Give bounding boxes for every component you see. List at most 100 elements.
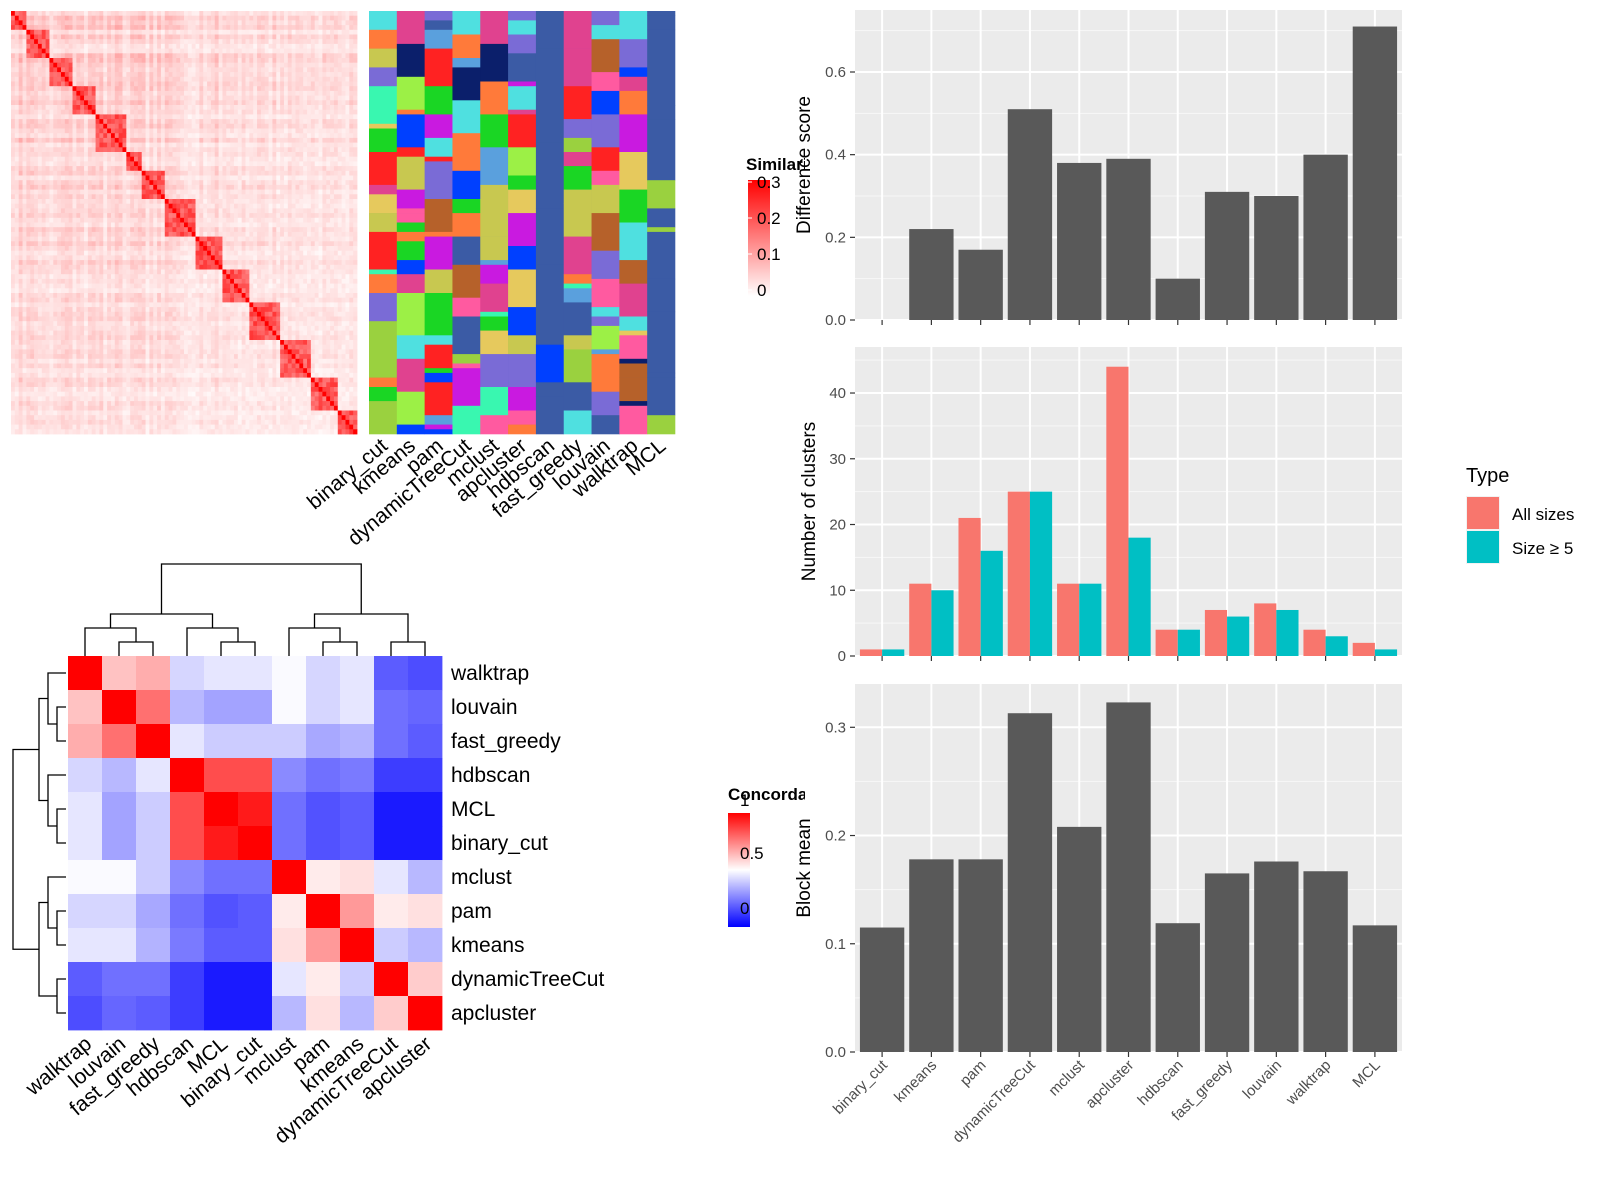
similarity-cell [310, 137, 316, 143]
similarity-cell [137, 255, 143, 261]
similarity-cell [53, 213, 58, 219]
similarity-cell [207, 199, 212, 205]
similarity-cell [14, 246, 20, 252]
similarity-cell [337, 62, 343, 68]
similarity-cell [11, 43, 16, 49]
similarity-cell [103, 180, 108, 186]
similarity-cell [195, 166, 200, 172]
similarity-cell [337, 11, 343, 17]
similarity-cell [326, 48, 331, 54]
similarity-cell [76, 67, 81, 73]
similarity-cell [222, 43, 227, 49]
similarity-cell [176, 166, 181, 172]
similarity-cell [260, 67, 266, 73]
similarity-cell [249, 241, 254, 247]
similarity-cell [49, 128, 54, 134]
similarity-cell [87, 142, 93, 148]
similarity-cell [326, 105, 331, 111]
similarity-cell [64, 213, 70, 219]
similarity-cell [26, 34, 31, 40]
similarity-cell [353, 236, 358, 242]
similarity-cell [230, 128, 235, 134]
similarity-cell [160, 255, 166, 261]
similarity-cell [199, 76, 204, 82]
similarity-cell [230, 246, 235, 252]
similarity-cell [245, 119, 250, 125]
similarity-cell [210, 189, 216, 195]
similarity-cell [149, 217, 154, 223]
similarity-cell [64, 170, 70, 176]
similarity-cell [180, 128, 185, 134]
similarity-cell [214, 20, 219, 26]
similarity-cell [118, 194, 123, 200]
similarity-cell [299, 43, 304, 49]
similarity-cell [95, 62, 100, 68]
similarity-cell [272, 152, 277, 158]
similarity-cell [114, 95, 120, 101]
similarity-cell [283, 213, 289, 219]
similarity-cell [268, 100, 273, 106]
similarity-cell [230, 34, 235, 40]
similarity-cell [233, 142, 239, 148]
similarity-cell [207, 250, 212, 256]
similarity-cell [87, 199, 93, 205]
similarity-cell [184, 133, 189, 139]
similarity-cell [268, 184, 273, 190]
similarity-cell [326, 175, 331, 181]
similarity-cell [226, 213, 231, 219]
similarity-cell [45, 189, 50, 195]
similarity-cell [118, 11, 123, 17]
similarity-cell [299, 62, 304, 68]
similarity-cell [30, 53, 35, 59]
similarity-cell [291, 222, 296, 228]
similarity-cell [118, 236, 123, 242]
similarity-cell [241, 184, 246, 190]
similarity-cell [210, 199, 216, 205]
similarity-cell [145, 142, 150, 148]
similarity-cell [283, 53, 289, 59]
similarity-cell [87, 114, 93, 120]
similarity-cell [203, 100, 208, 106]
similarity-cell [214, 76, 219, 82]
similarity-cell [164, 246, 170, 252]
similarity-cell [103, 199, 108, 205]
similarity-cell [333, 20, 339, 26]
similarity-cell [80, 53, 85, 59]
similarity-cell [353, 133, 358, 139]
similarity-cell [207, 194, 212, 200]
similarity-cell [26, 67, 31, 73]
similarity-cell [237, 260, 243, 266]
similarity-cell [122, 90, 127, 96]
similarity-cell [184, 34, 189, 40]
similarity-cell [341, 236, 346, 242]
similarity-cell [91, 264, 96, 270]
similarity-cell [18, 34, 23, 40]
similarity-cell [337, 48, 343, 54]
similarity-cell [318, 208, 323, 214]
similarity-cell [157, 86, 162, 92]
similarity-cell [299, 213, 304, 219]
similarity-cell [237, 137, 243, 143]
similarity-cell [322, 15, 327, 21]
similarity-cell [110, 241, 116, 247]
similarity-cell [103, 43, 108, 49]
similarity-cell [95, 269, 100, 275]
similarity-cell [64, 236, 70, 242]
similarity-cell [68, 184, 73, 190]
similarity-cell [72, 43, 77, 49]
similarity-cell [230, 86, 235, 92]
similarity-cell [349, 15, 354, 21]
similarity-cell [168, 203, 173, 209]
similarity-cell [153, 119, 158, 125]
similarity-cell [14, 114, 20, 120]
similarity-cell [37, 166, 43, 172]
similarity-cell [137, 264, 143, 270]
similarity-cell [160, 100, 166, 106]
similarity-cell [199, 105, 204, 111]
similarity-cell [280, 43, 285, 49]
similarity-cell [37, 86, 43, 92]
similarity-cell [210, 231, 216, 237]
similarity-cell [187, 250, 193, 256]
similarity-cell [230, 123, 235, 129]
similarity-cell [130, 15, 135, 21]
